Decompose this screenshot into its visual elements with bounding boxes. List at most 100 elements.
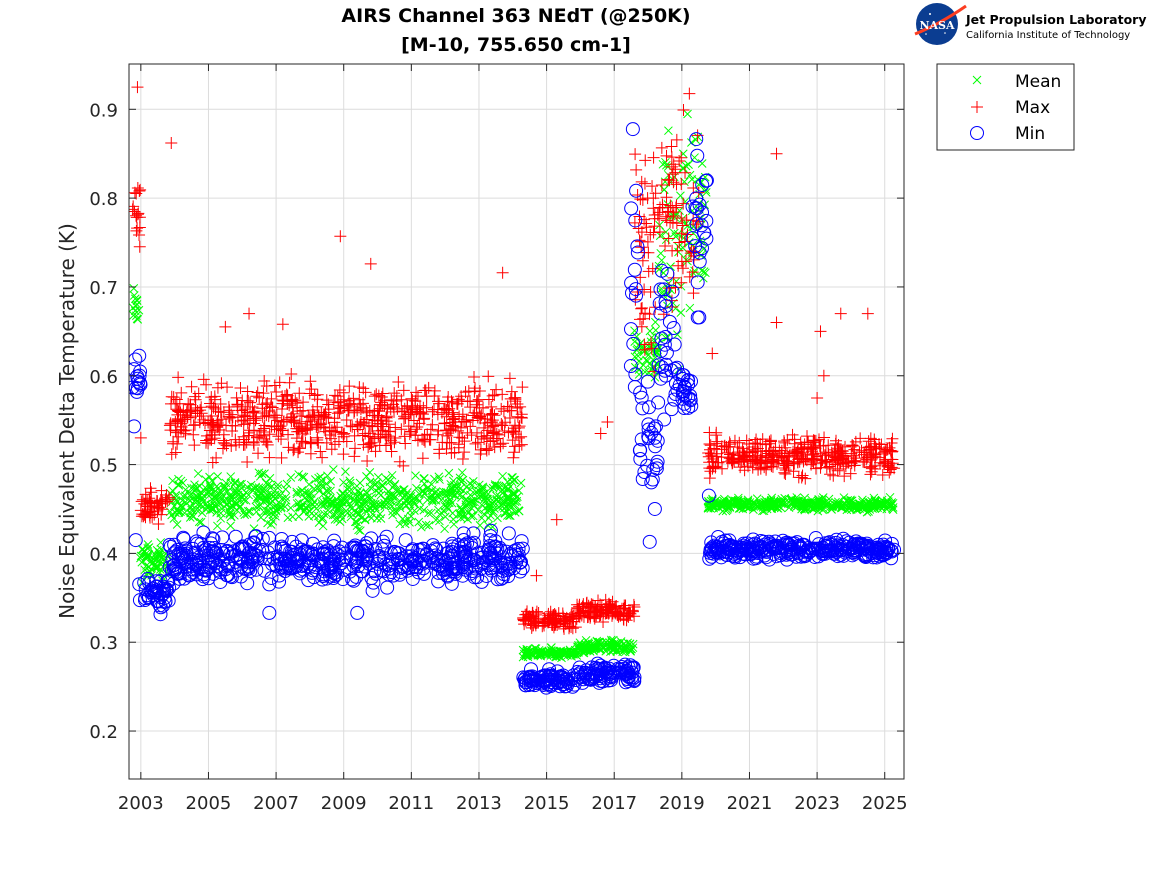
mean-point [385, 477, 395, 486]
max-point [484, 435, 497, 448]
max-point [204, 414, 217, 427]
max-point [426, 405, 439, 418]
max-point [384, 425, 397, 438]
mean-point [350, 497, 360, 507]
jpl-branding: NASA Jet Propulsion Laboratory Californi… [914, 3, 1146, 45]
mean-point [505, 502, 515, 512]
max-point [705, 449, 718, 462]
mean-point [309, 511, 319, 521]
mean-point [642, 355, 651, 365]
max-point [184, 411, 197, 424]
max-point [413, 417, 426, 430]
max-point [276, 318, 289, 331]
mean-point [459, 509, 469, 519]
mean-point [408, 496, 417, 505]
max-point [316, 451, 329, 464]
max-point [438, 417, 451, 430]
y-axis-label: Noise Equivalent Delta Temperature (K) [55, 223, 79, 619]
mean-point [744, 503, 754, 512]
mean-point [447, 498, 457, 508]
mean-point [431, 487, 441, 496]
mean-point [732, 497, 742, 507]
max-point [397, 384, 410, 397]
mean-point [254, 483, 264, 492]
mean-point [387, 470, 397, 480]
max-point [172, 405, 185, 418]
y-tick-label: 0.2 [89, 722, 118, 743]
max-point [363, 438, 376, 451]
max-point [443, 402, 456, 415]
max-point [217, 436, 230, 449]
mean-point [457, 493, 466, 502]
mean-point [361, 506, 371, 516]
mean-point [201, 504, 211, 514]
mean-point [193, 492, 203, 502]
mean-point [759, 506, 769, 516]
max-point [129, 186, 141, 199]
max-point [509, 422, 522, 435]
mean-point [391, 492, 400, 502]
max-point [647, 226, 660, 239]
max-point [323, 421, 336, 434]
max-point [325, 443, 338, 456]
max-point [496, 419, 509, 432]
max-point [268, 379, 281, 392]
x-tick-label: 2007 [253, 793, 299, 814]
mean-point [311, 504, 321, 513]
max-point [253, 391, 266, 404]
max-point [311, 393, 324, 406]
max-point [243, 307, 256, 320]
mean-point [814, 503, 824, 512]
x-tick-label: 2005 [186, 793, 232, 814]
mean-point [144, 562, 154, 571]
max-point [509, 395, 522, 408]
max-point [282, 441, 295, 454]
max-point [191, 404, 204, 417]
max-point [188, 418, 201, 431]
min-point [640, 374, 655, 389]
mean-point [308, 500, 318, 509]
max-point [435, 406, 448, 419]
max-point [431, 428, 444, 441]
max-point [811, 391, 824, 404]
max-point [343, 398, 356, 411]
max-point [403, 428, 416, 441]
max-point [861, 307, 874, 320]
mean-point [814, 494, 824, 504]
mean-point [793, 499, 803, 509]
mean-point [521, 649, 531, 659]
mean-point [141, 549, 151, 559]
mean-point [770, 498, 779, 507]
max-point [630, 163, 643, 176]
min-point [647, 501, 662, 516]
min-point [228, 529, 243, 544]
max-point [337, 428, 350, 441]
max-point [391, 402, 404, 415]
mean-point [316, 472, 326, 482]
max-point [237, 418, 250, 431]
max-point [497, 437, 510, 450]
max-point [206, 456, 219, 469]
y-tick-label: 0.9 [89, 100, 118, 121]
mean-point [328, 465, 338, 474]
mean-point [801, 501, 811, 511]
max-point [411, 403, 424, 416]
max-point [361, 454, 374, 467]
mean-point [330, 510, 340, 520]
max-point [452, 393, 465, 406]
mean-point [196, 517, 206, 527]
max-point [466, 414, 479, 427]
max-point [428, 403, 441, 416]
mean-point [314, 511, 323, 521]
max-point [215, 413, 228, 426]
max-point [370, 388, 383, 401]
y-tick-label: 0.7 [89, 278, 118, 299]
max-point [486, 408, 499, 421]
mean-point [330, 502, 340, 512]
max-point [665, 140, 678, 153]
mean-point [235, 501, 245, 511]
max-point [620, 609, 633, 622]
jpl-org-subtitle: California Institute of Technology [966, 30, 1130, 41]
mean-point [129, 284, 139, 293]
max-point [331, 407, 344, 420]
